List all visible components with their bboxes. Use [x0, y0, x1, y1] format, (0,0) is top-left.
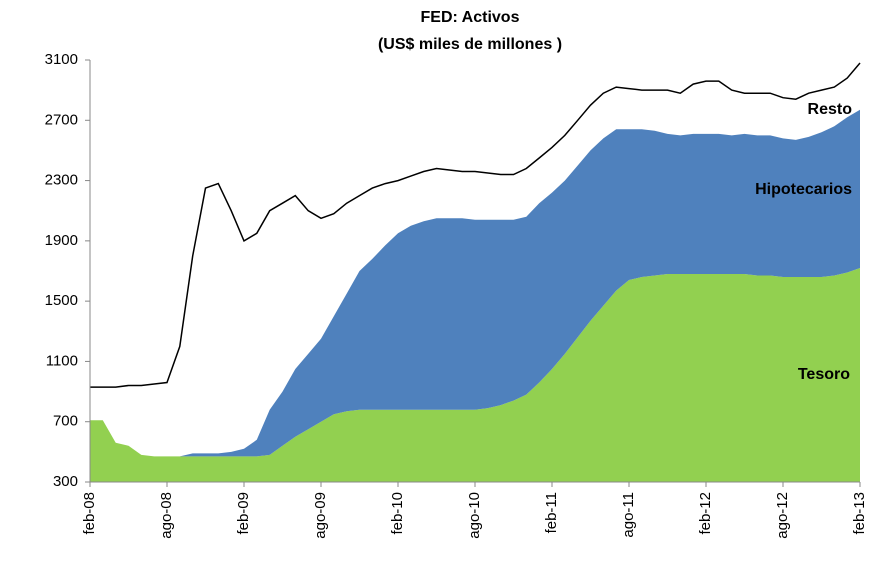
x-tick-label: ago-08 [158, 492, 175, 539]
series-label: Hipotecarios [755, 181, 852, 198]
area [90, 268, 860, 482]
y-tick-label: 1100 [46, 352, 78, 369]
x-tick-label: ago-10 [466, 492, 483, 539]
chart-title: FED: Activos [421, 9, 520, 26]
x-tick-label: ago-09 [312, 492, 329, 539]
chart-subtitle: (US$ miles de millones ) [378, 36, 562, 53]
area [90, 109, 860, 457]
y-tick-label: 3100 [45, 51, 78, 68]
y-tick-label: 700 [53, 413, 78, 430]
x-tick-label: ago-11 [620, 492, 637, 538]
y-tick-label: 1900 [45, 232, 78, 249]
x-tick-label: feb-12 [697, 492, 714, 535]
y-tick-label: 1500 [45, 292, 78, 309]
y-tick-label: 2300 [45, 172, 78, 189]
y-tick-label: 2700 [45, 111, 78, 128]
x-tick-label: ago-12 [774, 492, 791, 539]
x-tick-label: feb-11 [543, 492, 560, 533]
series-label: Tesoro [798, 366, 850, 383]
x-tick-label: feb-10 [389, 492, 406, 535]
x-tick-label: feb-08 [81, 492, 98, 535]
x-tick-label: feb-09 [235, 492, 252, 535]
line [90, 62, 861, 388]
series-label: Resto [808, 101, 853, 118]
y-tick-label: 300 [53, 473, 78, 490]
x-tick-label: feb-13 [851, 492, 868, 535]
